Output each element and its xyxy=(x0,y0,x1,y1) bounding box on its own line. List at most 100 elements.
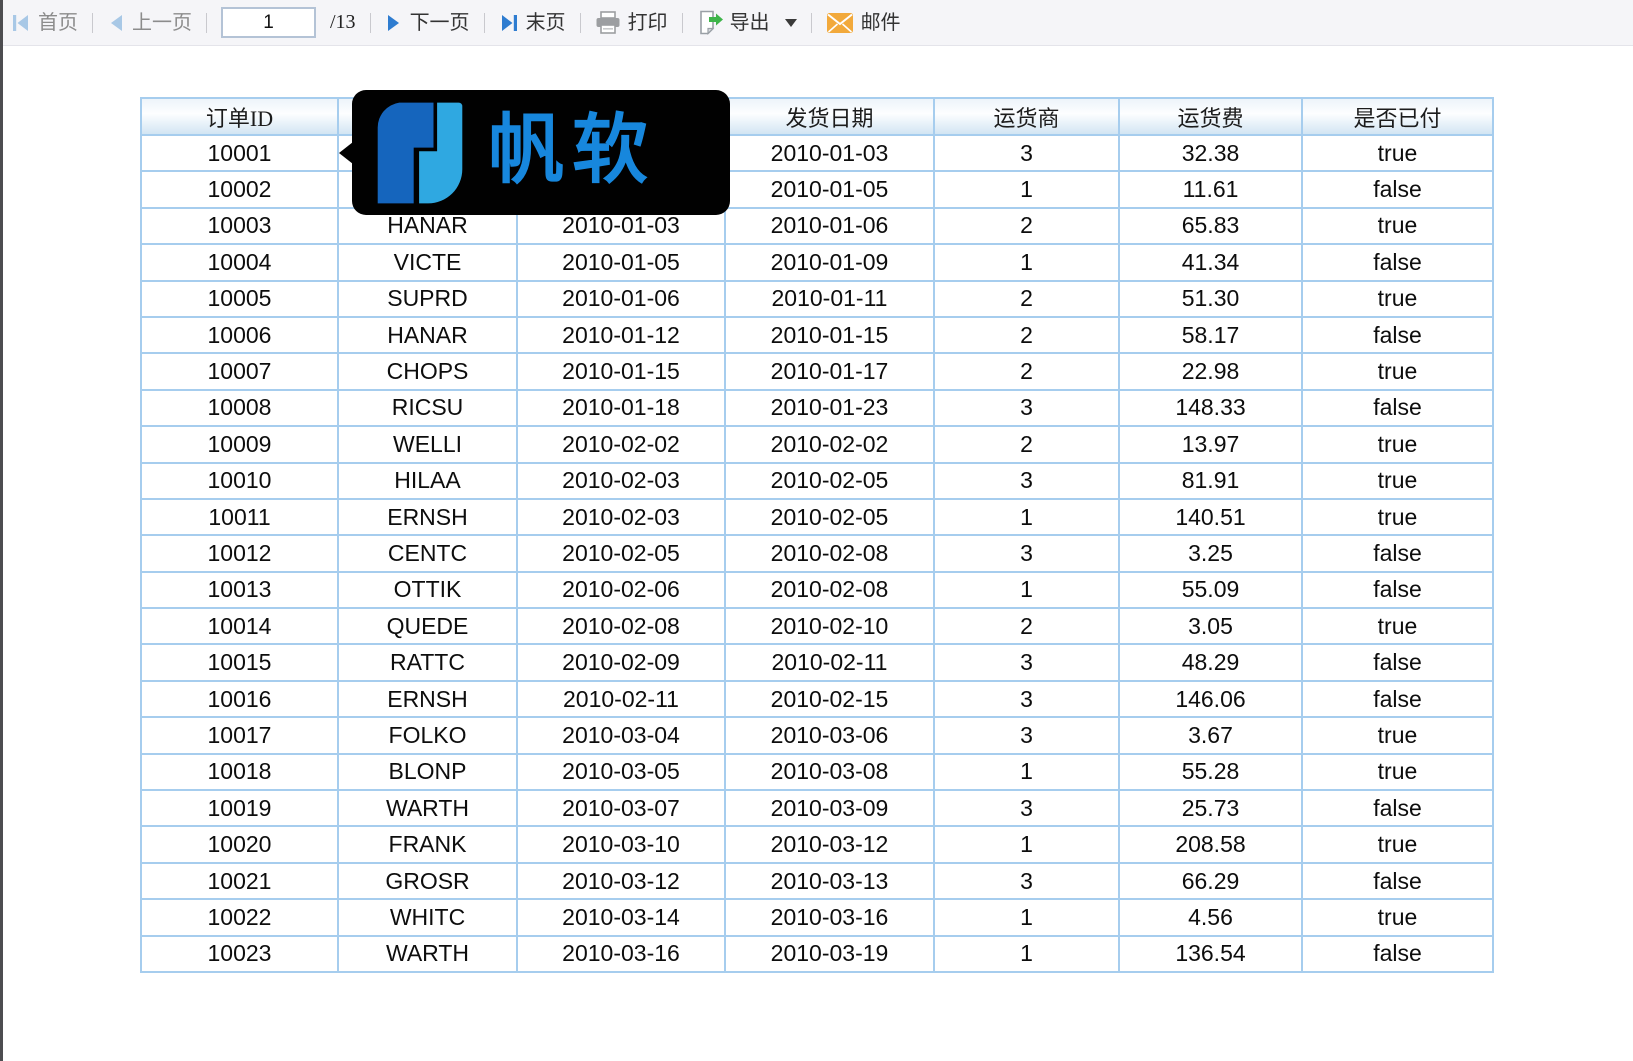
table-cell: 3 xyxy=(933,643,1120,682)
table-cell: 2010-03-14 xyxy=(516,898,726,937)
table-cell: 208.58 xyxy=(1118,825,1303,864)
table-cell: 3.25 xyxy=(1118,534,1303,573)
page-number-input[interactable] xyxy=(221,7,316,38)
table-cell: 2010-02-15 xyxy=(724,679,935,719)
table-cell: false xyxy=(1301,789,1494,828)
table-cell: 2010-02-05 xyxy=(516,534,726,573)
print-button[interactable]: 打印 xyxy=(595,10,668,35)
table-cell: CENTC xyxy=(337,534,518,573)
table-cell: 10020 xyxy=(140,825,339,864)
table-cell: 10008 xyxy=(140,388,339,428)
next-page-label: 下一页 xyxy=(409,11,470,34)
table-cell: 146.06 xyxy=(1118,679,1303,719)
table-cell: 10007 xyxy=(140,352,339,391)
table-cell: 3 xyxy=(933,679,1120,719)
table-row: 10005 SUPRD 2010-01-06 2010-01-11 2 51.30 true xyxy=(140,279,1494,318)
table-cell: 2010-01-06 xyxy=(516,279,726,318)
table-cell: true xyxy=(1301,825,1494,864)
table-cell: 3 xyxy=(933,388,1120,428)
table-cell: 41.34 xyxy=(1118,243,1303,282)
table-cell: true xyxy=(1301,716,1494,755)
table-cell: 2010-03-12 xyxy=(516,861,726,901)
table-cell: 81.91 xyxy=(1118,461,1303,500)
table-row: 10020 FRANK 2010-03-10 2010-03-12 1 208.58 tru… xyxy=(140,825,1494,864)
next-page-button[interactable]: 下一页 xyxy=(385,13,470,33)
table-row: 10016 ERNSH 2010-02-11 2010-02-15 3 146.06 fal… xyxy=(140,679,1494,719)
table-cell: 3.05 xyxy=(1118,607,1303,646)
table-cell: 10013 xyxy=(140,570,339,610)
table-cell: 2010-02-09 xyxy=(516,643,726,682)
table-cell: 3 xyxy=(933,716,1120,755)
table-cell: 10012 xyxy=(140,534,339,573)
prev-page-icon xyxy=(107,13,125,33)
table-cell: 2010-02-08 xyxy=(724,570,935,610)
table-row: 10012 CENTC 2010-02-05 2010-02-08 3 3.25 false xyxy=(140,534,1494,573)
tooltip-tail xyxy=(339,142,353,164)
table-cell: FOLKO xyxy=(337,716,518,755)
table-cell: 2010-01-06 xyxy=(724,206,935,246)
table-cell: 2 xyxy=(933,315,1120,355)
table-cell: 2010-03-12 xyxy=(724,825,935,864)
table-cell: 10009 xyxy=(140,425,339,464)
table-cell: 55.09 xyxy=(1118,570,1303,610)
table-cell: 2010-02-11 xyxy=(516,679,726,719)
column-header: 运货商 xyxy=(933,97,1120,136)
table-cell: 2 xyxy=(933,425,1120,464)
table-cell: ERNSH xyxy=(337,497,518,537)
table-cell: 2010-02-05 xyxy=(724,497,935,537)
last-page-icon xyxy=(499,13,519,33)
toolbar-separator xyxy=(810,12,812,33)
table-cell: 10021 xyxy=(140,861,339,901)
table-cell: 3 xyxy=(933,534,1120,573)
table-cell: 2010-01-17 xyxy=(724,352,935,391)
toolbar-separator xyxy=(369,12,371,33)
table-cell: 1 xyxy=(933,898,1120,937)
table-cell: 2010-02-11 xyxy=(724,643,935,682)
table-cell: true xyxy=(1301,607,1494,646)
table-cell: 10002 xyxy=(140,170,339,209)
table-row: 10018 BLONP 2010-03-05 2010-03-08 1 55.28 true xyxy=(140,752,1494,792)
window-edge xyxy=(0,0,3,1061)
table-cell: false xyxy=(1301,315,1494,355)
table-cell: 10014 xyxy=(140,607,339,646)
table-cell: 10001 xyxy=(140,133,339,173)
table-cell: 2010-03-16 xyxy=(516,934,726,973)
export-icon xyxy=(697,10,723,36)
table-cell: 2010-02-02 xyxy=(724,425,935,464)
table-cell: 2010-01-23 xyxy=(724,388,935,428)
table-cell: 2010-02-08 xyxy=(724,534,935,573)
table-row: 10015 RATTC 2010-02-09 2010-02-11 3 48.29 fals… xyxy=(140,643,1494,682)
first-page-button[interactable]: 首页 xyxy=(11,13,78,33)
table-row: 10004 VICTE 2010-01-05 2010-01-09 1 41.34 fals… xyxy=(140,243,1494,282)
table-cell: 2010-02-03 xyxy=(516,461,726,500)
table-cell: 1 xyxy=(933,752,1120,792)
fanruan-logo-text: 帆软 xyxy=(488,107,656,193)
mail-label: 邮件 xyxy=(860,11,901,34)
prev-page-button[interactable]: 上一页 xyxy=(107,13,192,33)
table-cell: 1 xyxy=(933,497,1120,537)
table-cell: 25.73 xyxy=(1118,789,1303,828)
table-row: 10010 HILAA 2010-02-03 2010-02-05 3 81.91 true xyxy=(140,461,1494,500)
toolbar-separator xyxy=(579,12,581,33)
table-cell: 2010-01-12 xyxy=(516,315,726,355)
table-cell: 10004 xyxy=(140,243,339,282)
table-cell: 2010-03-06 xyxy=(724,716,935,755)
table-cell: 2010-03-08 xyxy=(724,752,935,792)
table-cell: 1 xyxy=(933,934,1120,973)
toolbar-separator xyxy=(483,12,485,33)
table-cell: true xyxy=(1301,425,1494,464)
mail-button[interactable]: 邮件 xyxy=(826,12,901,34)
table-cell: 10011 xyxy=(140,497,339,537)
table-cell: 2 xyxy=(933,607,1120,646)
table-cell: 10022 xyxy=(140,898,339,937)
table-cell: 2010-01-09 xyxy=(724,243,935,282)
table-cell: 1 xyxy=(933,825,1120,864)
export-button[interactable]: 导出 xyxy=(697,10,797,36)
table-cell: BLONP xyxy=(337,752,518,792)
last-page-button[interactable]: 末页 xyxy=(499,13,566,33)
table-cell: 3 xyxy=(933,133,1120,173)
orders-table: 订单ID 发货日期 运货商 运货费 是否已付 10001 2010-01-03 3 32.38… xyxy=(140,97,1494,973)
table-cell: false xyxy=(1301,243,1494,282)
table-cell: 2010-03-19 xyxy=(724,934,935,973)
